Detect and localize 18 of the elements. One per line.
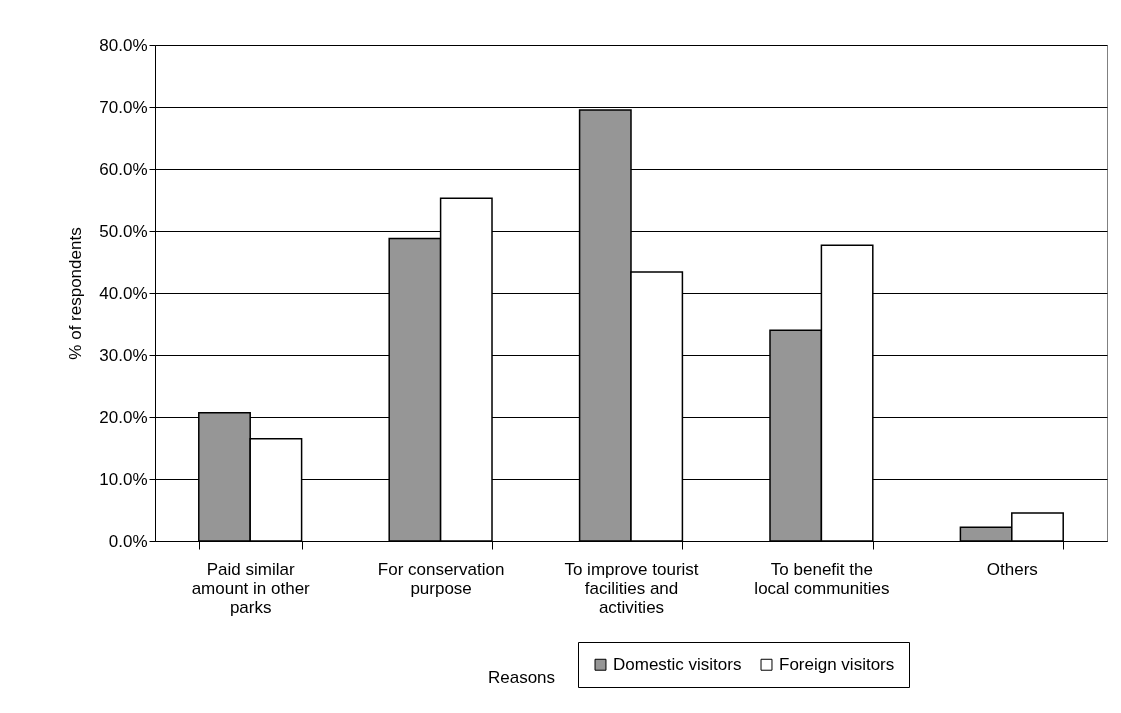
x-tick-label: For conservation purpose [377,559,505,598]
y-tick-label: 70.0% [99,97,148,117]
y-tick-label: 40.0% [99,283,148,303]
x-tick-label: To improve tourist facilities and activities [564,559,699,617]
y-axis-title: % of respondents [66,227,86,360]
x-tick-label: Paid similar amount in other parks [191,559,311,617]
y-tick-label: 50.0% [99,221,148,241]
y-tick-label: 30.0% [99,345,148,365]
x-axis-title: Reasons [487,667,556,687]
legend-label: Foreign visitors [779,654,895,674]
y-tick-label: 0.0% [108,531,148,551]
x-tick-label: To benefit the local communities [754,559,890,598]
legend-label: Domestic visitors [613,654,742,674]
y-tick-label: 20.0% [99,407,148,427]
y-tick-label: 80.0% [99,35,148,55]
y-tick-label: 10.0% [99,469,148,489]
y-tick-label: 60.0% [99,159,148,179]
x-tick-label: Others [986,559,1038,579]
